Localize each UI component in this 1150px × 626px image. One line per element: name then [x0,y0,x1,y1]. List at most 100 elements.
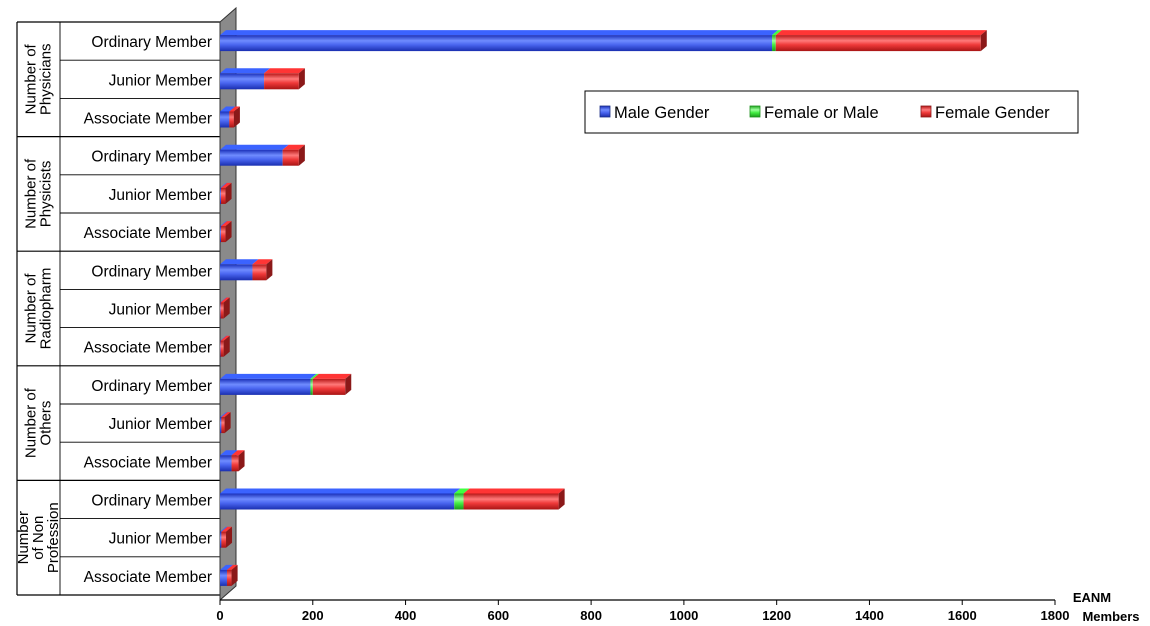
bar-segment [775,35,981,52]
x-tick-label: 600 [487,608,509,623]
bar-side [223,297,230,319]
bar-segment [220,417,222,434]
bar-segment-top [220,106,236,112]
bar-segment [220,569,227,586]
bar-segment [220,187,226,204]
category-label: Ordinary Member [91,378,212,395]
bar-segment [312,378,346,395]
group-label-line: of Non [30,516,47,560]
bar-segment [454,493,464,510]
bar-segment [220,302,224,319]
bar-segment [220,35,773,52]
x-axis-tick-labels: 0 200 400 600 800 1000 1200 1400 1600 1800 [216,608,1069,623]
bar-segment-top [221,412,231,418]
bar-segment [220,264,253,281]
bar-segment [282,149,299,166]
group-label-line: Number [15,511,32,564]
bar-segment-top [220,182,232,188]
bar-segment-top [282,144,305,150]
bar-segment-top [220,373,317,379]
group-label-line: Physicists [38,161,55,228]
group-label-line: Number of [23,387,40,458]
group-label-line: Physicians [38,43,55,115]
bar-segment-top [220,412,228,418]
bar-segment [220,149,283,166]
group-label-line: Others [38,401,55,446]
bar-segment [221,417,225,434]
bar-segment-top [220,259,259,265]
group-label-line: Number of [23,273,40,344]
category-label: Junior Member [109,531,212,548]
x-tick-label: 1000 [669,608,698,623]
bar-segment-top [229,106,240,112]
bar-segment-top [220,526,228,532]
bar-segment-top [220,335,230,341]
group-label-line: Number of [23,43,40,114]
bar-segment-top [310,373,319,379]
category-label: Ordinary Member [91,493,212,510]
bar-segment-top [221,526,233,532]
bar-segment [220,340,224,357]
bar-segment [221,531,227,548]
bar-side [298,68,305,90]
category-label: Associate Member [84,340,212,357]
category-label: Ordinary Member [91,263,212,280]
group-label-line: Number of [23,158,40,229]
bar-segment-top [264,68,305,74]
bar-segment-top [312,373,352,379]
bar-segment [229,111,234,128]
legend-label: Female Gender [935,104,1050,122]
bar-side [558,488,565,510]
bar-segment-top [220,221,227,227]
bar-segment [220,187,221,204]
bar-segment [220,378,311,395]
bar-segment-top [231,450,245,456]
legend: Male Gender Female or Male Female Gender [584,90,1079,134]
category-label: Ordinary Member [91,149,212,166]
legend-label: Male Gender [614,104,710,122]
bar-segment [772,35,776,52]
bar-side [225,221,232,243]
bar-segment [220,455,232,472]
bar-segment-top [220,182,227,188]
legend-label: Female or Male [764,104,879,122]
group-label-line: Profession [45,502,62,573]
bar-segment [226,569,232,586]
category-label: Junior Member [109,187,212,204]
category-label: Associate Member [84,454,212,471]
x-tick-label: 400 [395,608,417,623]
category-label: Ordinary Member [91,34,212,51]
x-tick-label: 200 [302,608,324,623]
legend-swatch [749,105,761,118]
bar-side [345,373,352,395]
bar-segment-top [220,30,779,36]
bar-segment [231,455,239,472]
bar-segment-top [252,259,273,265]
bar-side [238,450,245,472]
bar-segment [220,73,265,90]
bar-segment-top [220,221,232,227]
bar-side [225,182,232,204]
bar-side [266,259,273,281]
category-label: Associate Member [84,225,212,242]
bar-segment-top [226,564,238,570]
bar-segment-top [775,30,987,36]
category-label: Associate Member [84,569,212,586]
category-label: Junior Member [109,302,212,319]
x-tick-label: 0 [216,608,223,623]
bar-side [223,335,230,357]
legend-box [584,90,1079,134]
bar-segment-top [220,297,230,303]
bar-side [980,30,987,52]
x-axis-title-line1: EANM [1073,590,1111,605]
frame-separators [17,22,220,595]
bar-segment [220,531,222,548]
legend-swatch [920,105,932,118]
bar-segment-top [463,488,565,494]
bar-side [226,526,233,548]
bar-segment-top [220,488,461,494]
category-label: Associate Member [84,111,212,128]
category-label: Junior Member [109,72,212,89]
